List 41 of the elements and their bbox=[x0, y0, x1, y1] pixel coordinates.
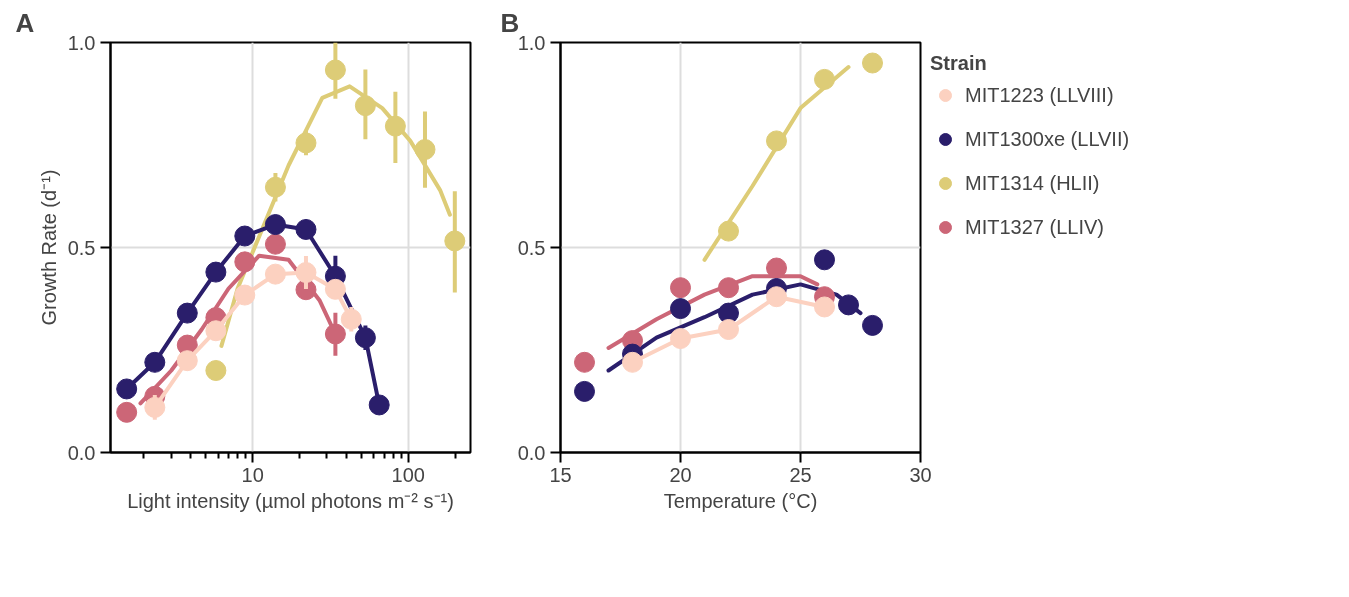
y-tick-label: 0.0 bbox=[67, 441, 96, 464]
x-tick-label: 20 bbox=[669, 463, 692, 486]
legend-label: MIT1300xe (LLVII) bbox=[965, 127, 1130, 151]
y-tick-label: 0.5 bbox=[517, 236, 546, 259]
point bbox=[862, 52, 883, 74]
y-tick-label: 1.0 bbox=[517, 31, 546, 54]
point bbox=[862, 314, 883, 336]
x-tick-label: 25 bbox=[789, 463, 812, 486]
point bbox=[814, 296, 835, 318]
chart-title: A bbox=[15, 7, 35, 38]
point bbox=[718, 220, 739, 242]
point bbox=[766, 257, 787, 279]
point bbox=[766, 286, 787, 308]
legend-label: MIT1314 (HLII) bbox=[965, 171, 1100, 195]
point bbox=[622, 351, 643, 373]
point bbox=[814, 249, 835, 271]
x-axis-title: Light intensity (µmol photons m⁻² s⁻¹) bbox=[127, 489, 454, 512]
y-axis-title: Growth Rate (d⁻¹) bbox=[37, 169, 60, 326]
legend-title: Strain bbox=[930, 52, 988, 75]
y-tick-label: 0.0 bbox=[517, 441, 546, 464]
x-tick-label: 30 bbox=[909, 463, 932, 486]
point bbox=[838, 294, 859, 316]
point bbox=[718, 319, 739, 340]
point bbox=[814, 68, 835, 90]
x-tick-label: 100 bbox=[391, 463, 425, 486]
point bbox=[574, 351, 595, 373]
x-tick-label: 10 bbox=[241, 463, 264, 486]
legend-label: MIT1327 (LLIV) bbox=[965, 215, 1104, 239]
point bbox=[718, 277, 739, 299]
chart-title: B bbox=[500, 7, 520, 38]
point bbox=[670, 328, 691, 349]
point bbox=[670, 277, 691, 299]
legend-label: MIT1223 (LLVIII) bbox=[965, 83, 1114, 107]
y-tick-label: 0.5 bbox=[67, 236, 96, 259]
x-tick-label: 15 bbox=[549, 463, 572, 486]
point bbox=[670, 298, 691, 320]
point bbox=[574, 380, 595, 402]
point bbox=[766, 130, 787, 152]
y-tick-label: 1.0 bbox=[67, 31, 96, 54]
x-axis-title: Temperature (°C) bbox=[663, 489, 818, 512]
line-series bbox=[702, 65, 851, 262]
